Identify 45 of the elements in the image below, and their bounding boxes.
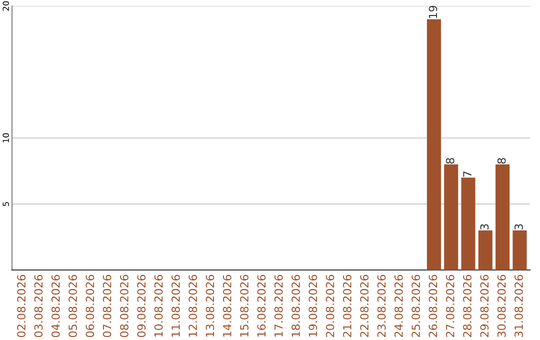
data-label: 3 [480,224,489,230]
data-label: 7 [463,171,472,177]
x-tick-label: 14.08.2026 [222,274,232,337]
x-tick-label: 13.08.2026 [206,274,214,337]
data-label: 8 [446,158,454,164]
y-tick-label: 10 [2,133,9,142]
x-tick-label: 27.08.2026 [446,274,454,337]
x-tick-label: 06.08.2026 [86,274,94,338]
x-tick-label: 26.08.2026 [428,274,438,337]
data-label: 3 [514,224,523,230]
x-tick-label: 16.08.2026 [257,274,266,337]
x-tick-label: 17.08.2026 [274,274,283,337]
y-tick-label: 20 [2,1,9,11]
x-tick-label: 24.08.2026 [394,274,403,337]
bar [512,230,527,270]
x-tick-label: 10.08.2026 [154,274,163,337]
x-tick-label: 22.08.2026 [360,274,369,337]
x-tick-label: 04.08.2026 [51,274,60,338]
x-tick-label: 18.08.2026 [292,274,300,337]
x-tick-label: 11.08.2026 [171,274,180,337]
bar [478,230,492,270]
bar [496,164,510,270]
x-tick-label: 02.08.2026 [17,274,26,338]
x-tick-label: 03.08.2026 [34,274,43,338]
y-tick-label: 5 [2,202,9,206]
x-tick-label: 09.08.2026 [137,274,146,338]
x-tick-label: 12.08.2026 [188,274,198,337]
x-tick-label: 31.08.2026 [514,274,523,337]
data-label: 19 [428,6,438,18]
x-tick-label: 23.08.2026 [377,274,386,337]
x-tick-label: 21.08.2026 [343,274,352,337]
bar [444,164,458,270]
data-label: 8 [497,158,506,164]
x-tick-label: 07.08.2026 [102,274,112,338]
x-tick-label: 30.08.2026 [497,274,506,337]
x-tick-label: 08.08.2026 [120,274,128,338]
x-tick-label: 15.08.2026 [240,274,248,337]
x-tick-label: 25.08.2026 [412,274,420,337]
x-tick-label: 28.08.2026 [463,274,472,337]
x-tick-label: 29.08.2026 [480,274,489,337]
bar [426,19,441,270]
x-tick-label: 19.08.2026 [308,274,318,337]
x-tick-label: 05.08.2026 [68,274,77,338]
bar [461,178,476,270]
x-tick-label: 20.08.2026 [326,274,334,337]
